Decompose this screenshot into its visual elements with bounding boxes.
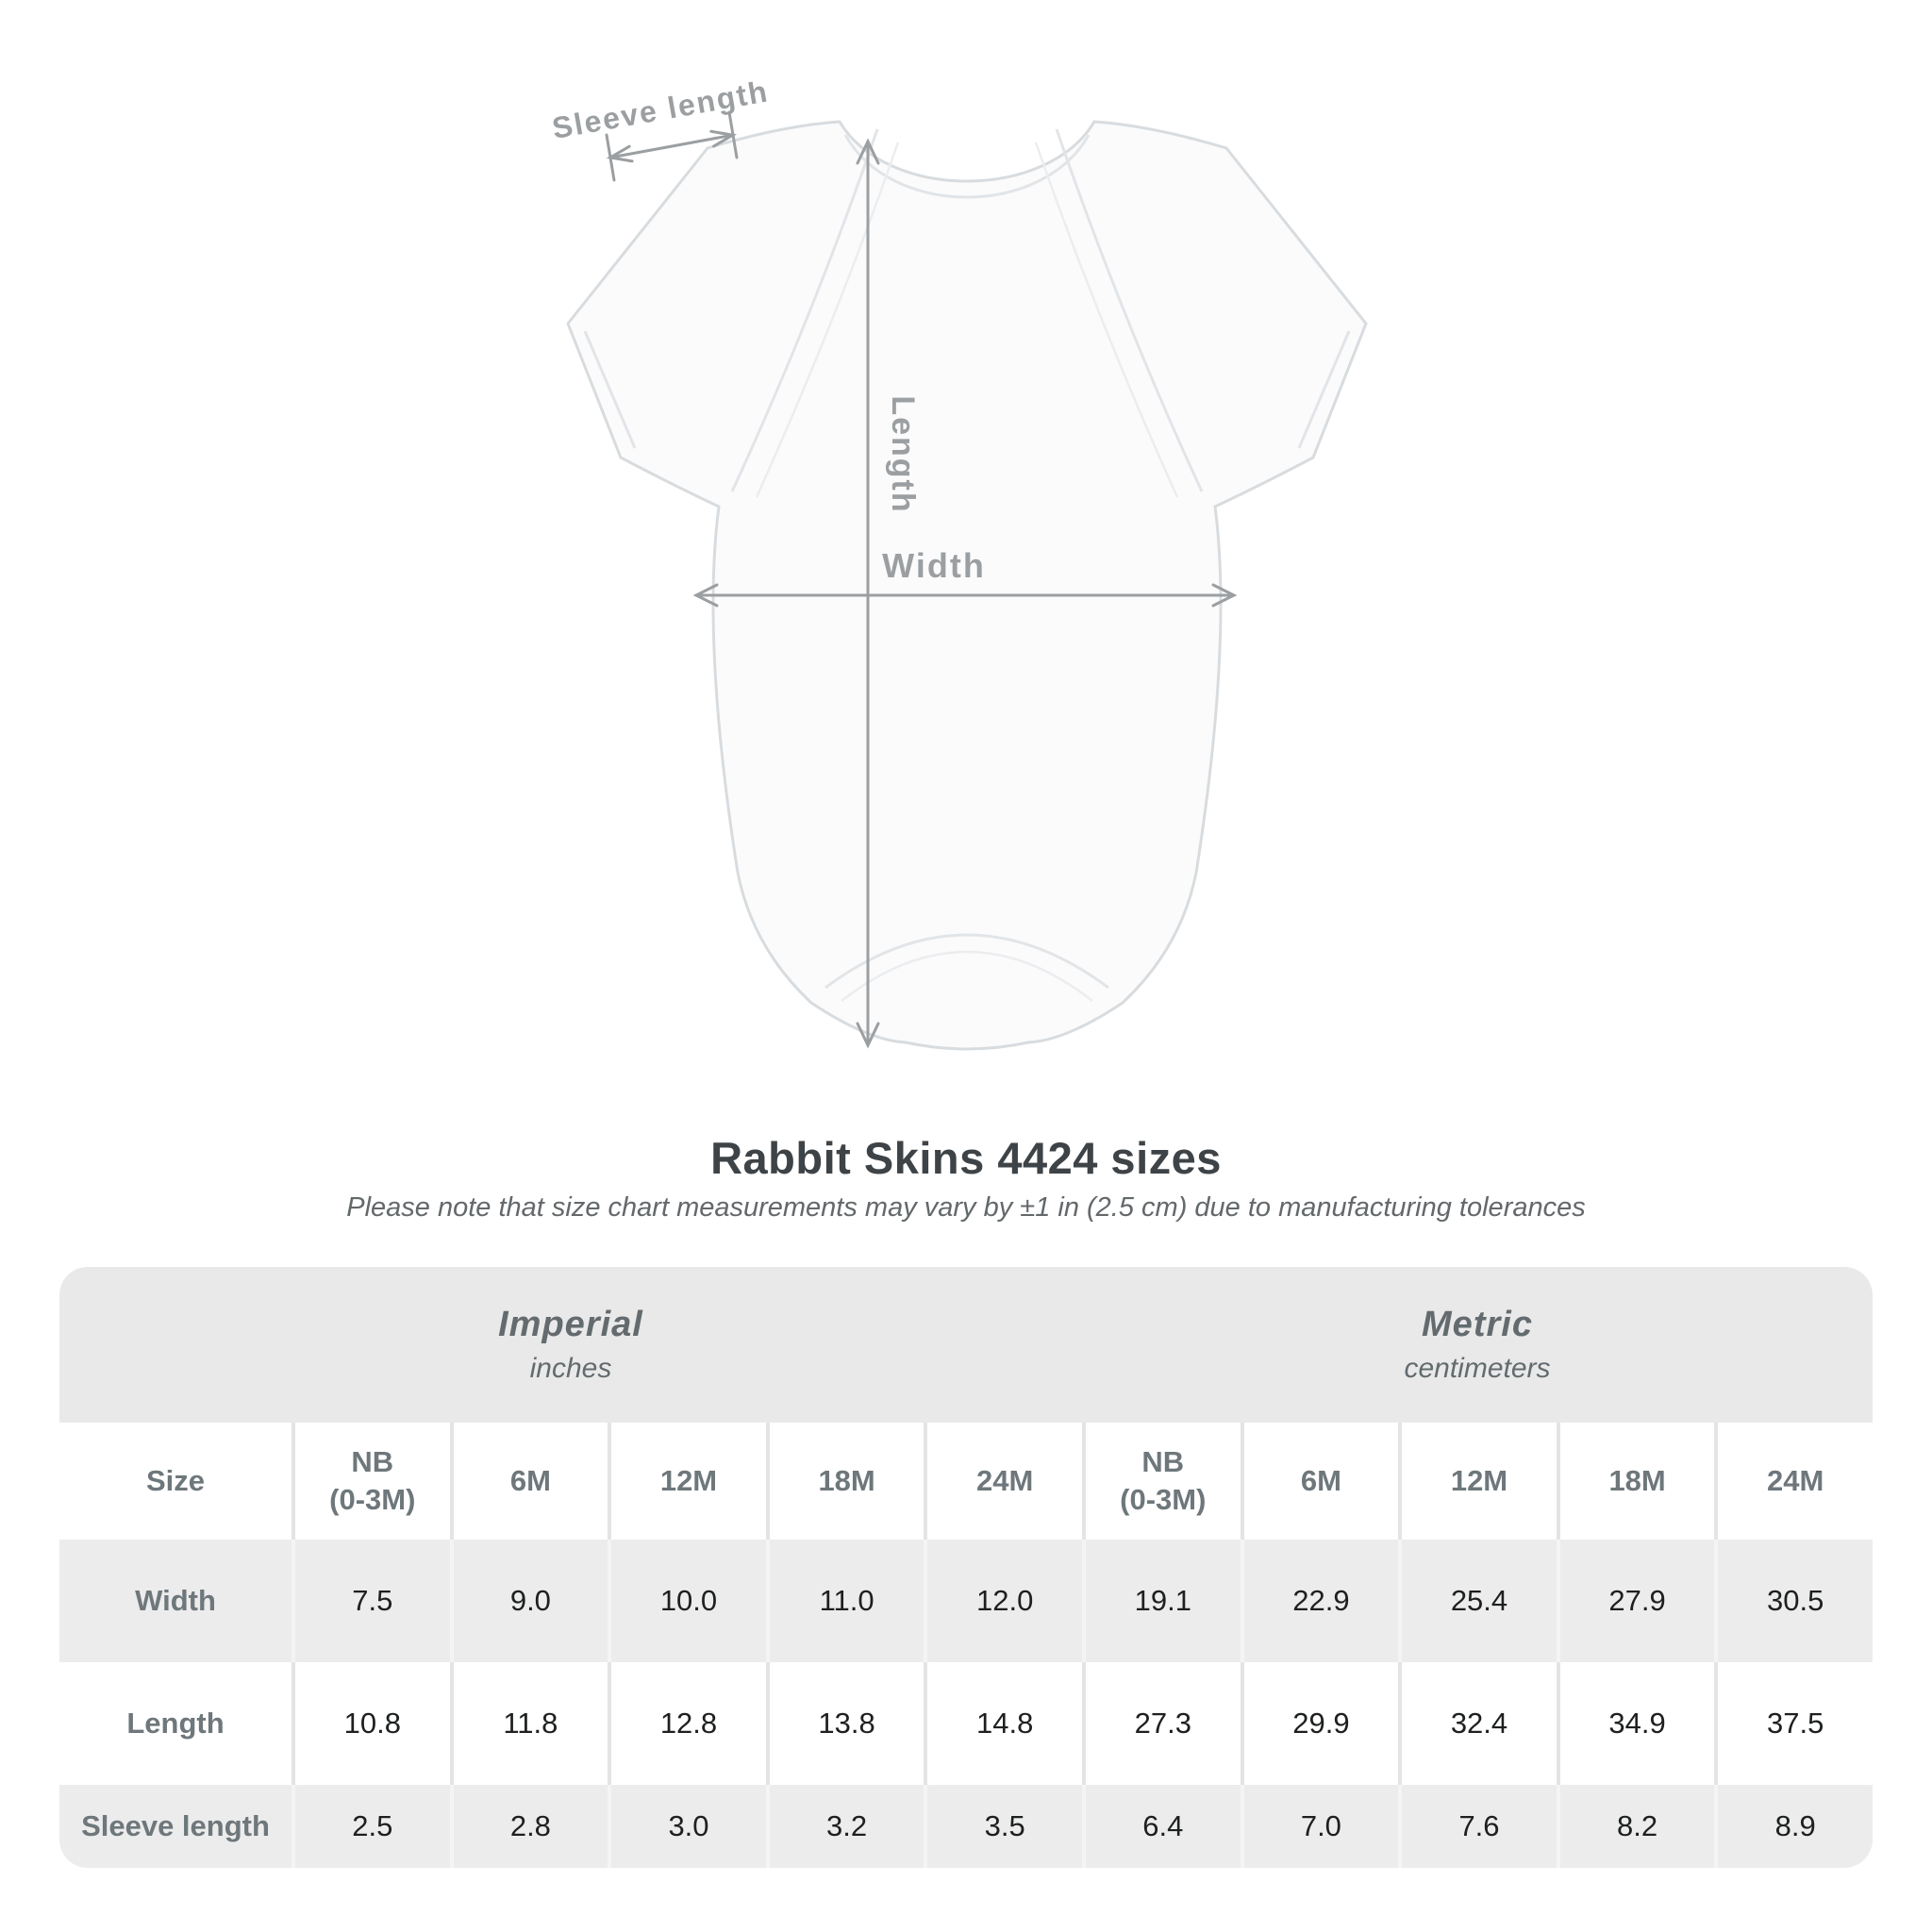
table-cell: 11.8 — [503, 1707, 558, 1740]
column-header: 12M — [1450, 1463, 1508, 1497]
width-label: Width — [882, 546, 986, 585]
table-cell: 32.4 — [1450, 1707, 1508, 1740]
table-cell: 2.8 — [509, 1809, 551, 1842]
table-cell: 7.6 — [1458, 1809, 1500, 1842]
table-cell: 34.9 — [1608, 1707, 1666, 1740]
unit-group-metric: Metric centimeters — [1082, 1267, 1873, 1423]
table-cell: 37.5 — [1767, 1707, 1824, 1740]
table-cell: 7.5 — [352, 1584, 393, 1617]
column-header: 18M — [1608, 1463, 1666, 1497]
column-header: 12M — [659, 1463, 718, 1497]
onesie-body — [566, 120, 1368, 1051]
onesie-measurement-diagram: Sleeve length Length Width — [406, 80, 1500, 1080]
table-cell: 25.4 — [1450, 1584, 1508, 1617]
metric-group-title: Metric — [1422, 1305, 1533, 1344]
table-cell: 19.1 — [1134, 1584, 1191, 1617]
width-annotation: Width — [692, 546, 1238, 608]
size-chart-table: Imperial inches Metric centimeters Size … — [59, 1267, 1873, 1868]
row-label: Length — [126, 1706, 225, 1740]
table-cell: 12.8 — [659, 1707, 718, 1740]
garment-seams — [583, 128, 1351, 1002]
table-cell: 10.8 — [343, 1707, 401, 1740]
unit-group-band: Imperial inches Metric centimeters — [59, 1267, 1873, 1423]
row-label: Sleeve length — [81, 1808, 270, 1842]
column-header: 24M — [976, 1463, 1034, 1497]
column-header: 6M — [509, 1463, 551, 1497]
table-cell: 3.2 — [826, 1809, 868, 1842]
table-row-length: Length 10.8 11.8 12.8 13.8 14.8 27.3 29.… — [59, 1662, 1873, 1785]
table-cell: 11.0 — [819, 1584, 874, 1617]
table-cell: 14.8 — [976, 1707, 1034, 1740]
imperial-group-title: Imperial — [498, 1305, 643, 1344]
tolerance-note: Please note that size chart measurements… — [346, 1192, 1586, 1223]
table-cell: 27.9 — [1608, 1584, 1666, 1617]
table-cell: 29.9 — [1292, 1707, 1350, 1740]
column-header: 6M — [1300, 1463, 1341, 1497]
table-cell: 3.5 — [984, 1809, 1025, 1842]
size-header-row: Size NB (0-3M) 6M 12M 18M 24M NB (0-3M) … — [59, 1423, 1873, 1540]
length-annotation: Length — [856, 138, 921, 1049]
table-cell: 2.5 — [352, 1809, 393, 1842]
table-cell: 22.9 — [1292, 1584, 1350, 1617]
table-row-sleeve-length: Sleeve length 2.5 2.8 3.0 3.2 3.5 6.4 7.… — [59, 1785, 1873, 1868]
table-cell: 8.9 — [1774, 1809, 1816, 1842]
imperial-group-unit: inches — [529, 1353, 612, 1384]
table-cell: 27.3 — [1134, 1707, 1191, 1740]
column-header: 18M — [818, 1463, 875, 1497]
metric-group-unit: centimeters — [1404, 1353, 1551, 1384]
table-cell: 3.0 — [668, 1809, 709, 1842]
onesie-illustration: Sleeve length Length Width — [550, 80, 1368, 1051]
table-cell: 9.0 — [509, 1584, 551, 1617]
table-cell: 7.0 — [1300, 1809, 1341, 1842]
sleeve-length-label: Sleeve length — [550, 80, 772, 145]
table-cell: 8.2 — [1617, 1809, 1658, 1842]
column-header: NB (0-3M) — [1120, 1444, 1207, 1516]
table-cell: 6.4 — [1142, 1809, 1184, 1842]
table-cell: 13.8 — [818, 1707, 875, 1740]
table-cell: 30.5 — [1767, 1584, 1824, 1617]
table-cell: 10.0 — [659, 1584, 718, 1617]
column-header: NB (0-3M) — [329, 1444, 416, 1516]
table-row-width: Width 7.5 9.0 10.0 11.0 12.0 19.1 22.9 2… — [59, 1540, 1873, 1662]
row-label: Width — [135, 1583, 216, 1617]
column-header: 24M — [1767, 1463, 1824, 1497]
unit-group-imperial: Imperial inches — [59, 1267, 1082, 1423]
size-column-header: Size — [145, 1463, 206, 1497]
table-cell: 12.0 — [976, 1584, 1034, 1617]
page-title: Rabbit Skins 4424 sizes — [710, 1133, 1222, 1183]
length-label: Length — [885, 395, 921, 513]
